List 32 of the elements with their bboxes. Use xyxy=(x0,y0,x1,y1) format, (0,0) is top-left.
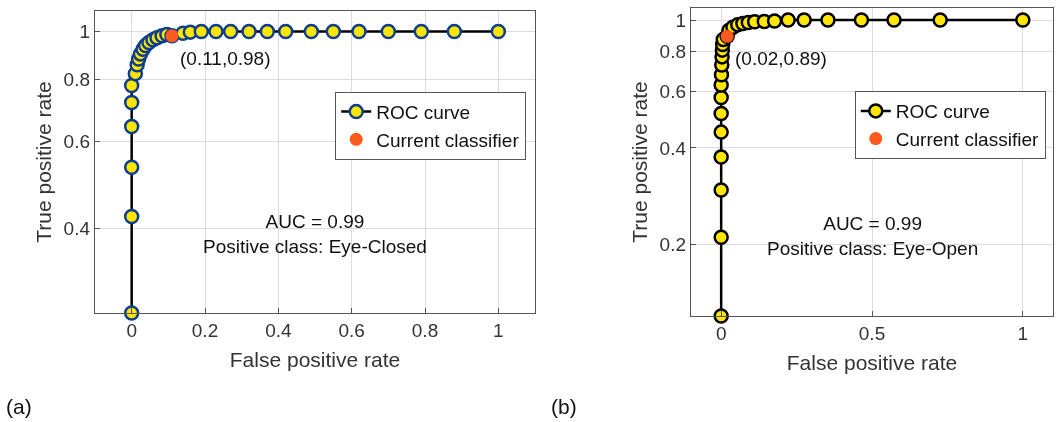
x-tick-label: 0.6 xyxy=(338,320,365,341)
y-tick-label: 0.4 xyxy=(63,218,91,240)
x-tick-label: 0 xyxy=(715,323,727,344)
y-tick-label: 0.8 xyxy=(659,40,686,62)
text: (a) xyxy=(6,395,32,418)
y-axis-title: True positive rate xyxy=(627,81,651,243)
y-tick-label: 1 xyxy=(675,9,686,31)
x-tick-label: 1 xyxy=(1017,323,1029,344)
annotation: AUC = 0.99 Positive class: Eye-Closed xyxy=(203,211,427,257)
x-tick-label: 1 xyxy=(493,320,504,341)
y-tick-label: 0.6 xyxy=(63,130,90,152)
x-tick-label: 0.8 xyxy=(411,320,439,341)
y-tick-label: 1 xyxy=(79,21,90,43)
legend-label: Current classifier xyxy=(895,129,1039,150)
annotation: AUC = 0.99 Positive class: Eye-Open xyxy=(767,213,979,259)
annotation: (0.02,0.89) xyxy=(735,48,827,69)
x-tick-label: 0 xyxy=(126,320,137,341)
legend-label: ROC curve xyxy=(895,101,990,123)
x-tick-label: 0.2 xyxy=(191,320,219,341)
x-axis-title: False positive rate xyxy=(229,348,401,372)
legend-label: Current classifier xyxy=(376,129,520,151)
x-tick-label: 0.4 xyxy=(265,320,292,341)
y-tick-label: 0.6 xyxy=(659,80,686,102)
y-axis-title: True positive rate xyxy=(31,81,55,243)
x-axis-title: False positive rate xyxy=(786,351,958,375)
y-tick-label: 0.4 xyxy=(659,137,687,159)
text: (b) xyxy=(551,395,577,418)
annotation: (0.11,0.98) xyxy=(180,48,271,69)
x-tick-label: 0.5 xyxy=(858,323,886,344)
y-tick-label: 0.8 xyxy=(63,69,90,91)
y-tick-label: 0.2 xyxy=(659,234,686,256)
legend-label: ROC curve xyxy=(376,102,471,124)
